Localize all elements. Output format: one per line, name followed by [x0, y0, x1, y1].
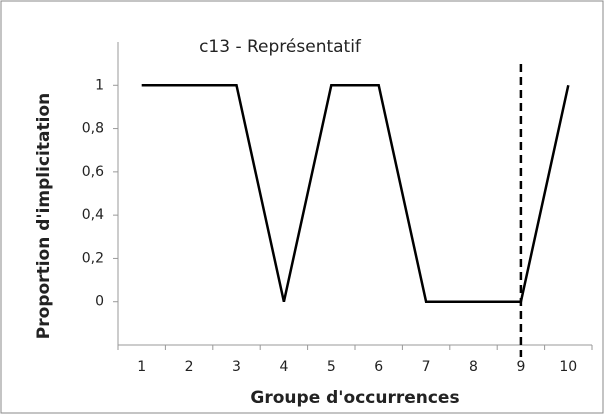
y-tick-label: 1 [95, 77, 104, 93]
x-tick-label: 6 [374, 359, 383, 375]
y-axis-label: Proportion d'implicitation [34, 93, 54, 339]
x-tick-label: 10 [559, 359, 577, 375]
x-tick-label: 2 [185, 359, 194, 375]
x-tick-label: 5 [327, 359, 336, 375]
x-axis-label: Groupe d'occurrences [250, 388, 459, 408]
y-tick-label: 0 [95, 294, 104, 310]
x-tick-label: 4 [279, 359, 288, 375]
x-tick-label: 7 [422, 359, 431, 375]
y-tick-label: 0,4 [82, 207, 104, 223]
x-tick-label: 8 [469, 359, 478, 375]
x-tick-label: 1 [137, 359, 146, 375]
y-tick-label: 0,8 [82, 121, 104, 137]
chart-title: c13 - Représentatif [199, 37, 362, 57]
y-tick-label: 0,6 [82, 164, 104, 180]
data-line [141, 84, 570, 303]
x-tick-label: 9 [516, 359, 525, 375]
y-tick-label: 0,2 [82, 250, 104, 266]
x-tick-label: 3 [232, 359, 241, 375]
